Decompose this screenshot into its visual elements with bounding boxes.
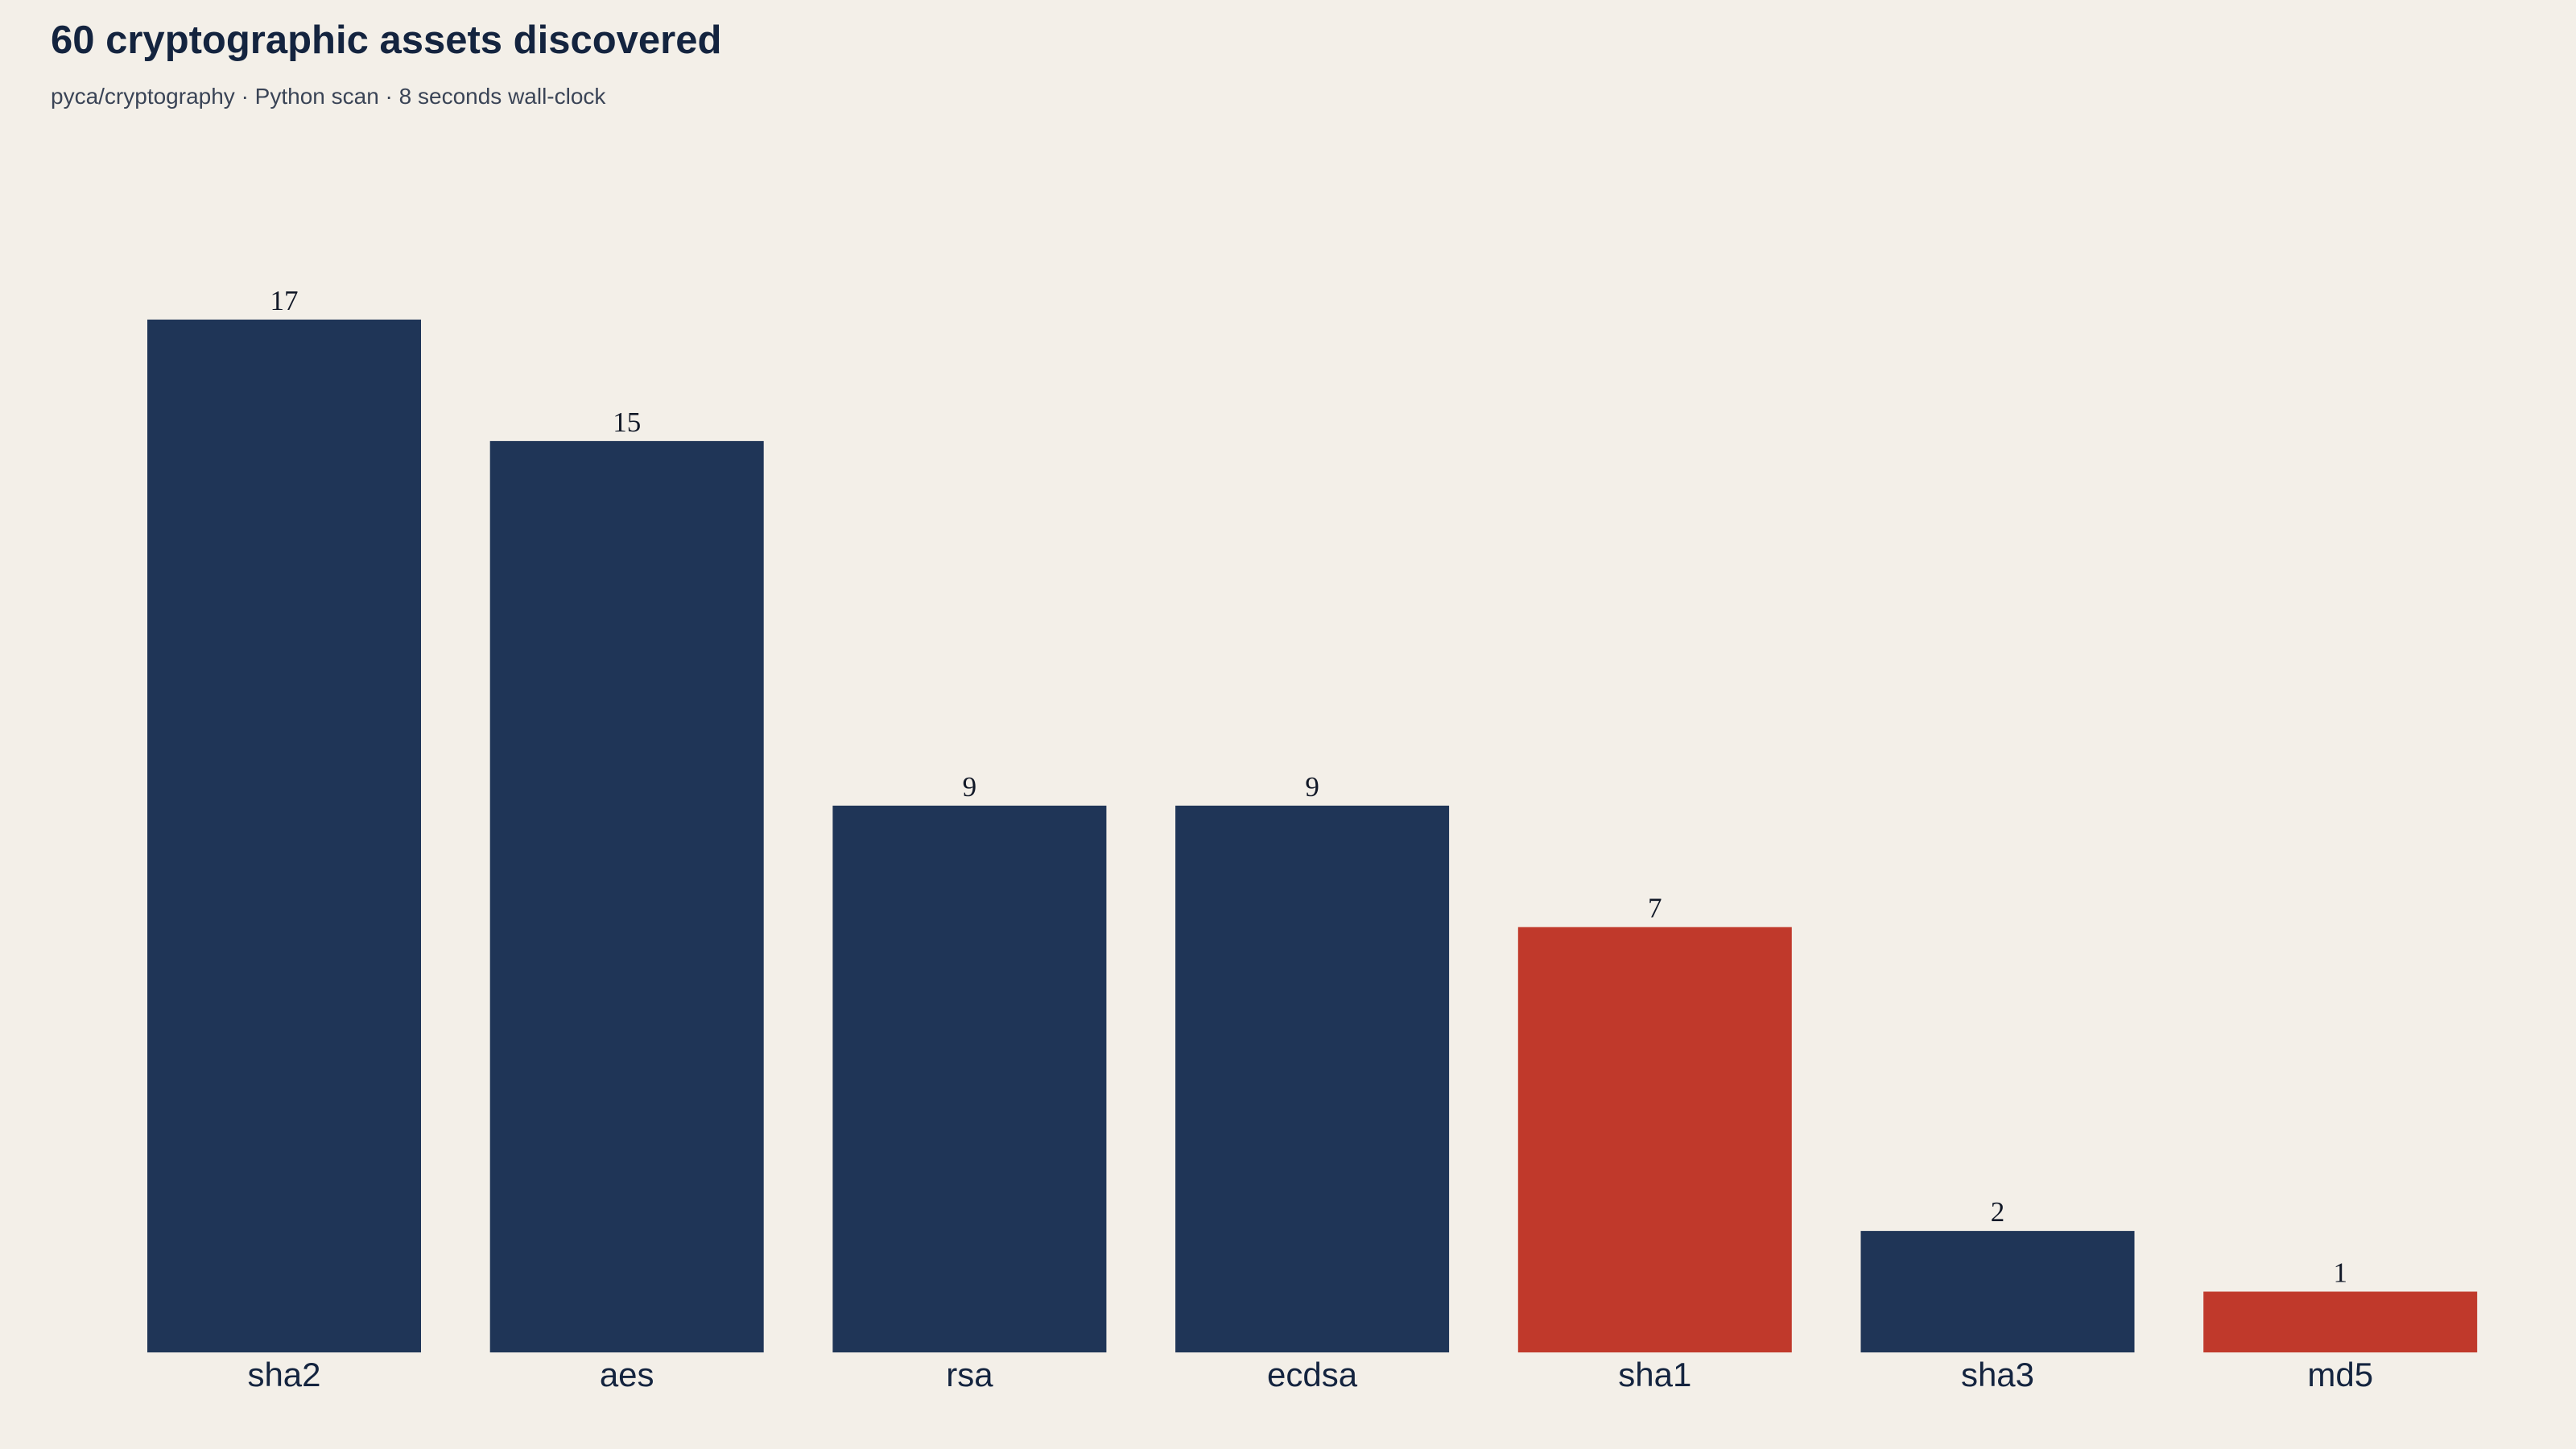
- bar-sha3: [1860, 1231, 2135, 1352]
- bar-ecdsa: [1175, 805, 1450, 1352]
- x-tick-label-ecdsa: ecdsa: [1267, 1356, 1358, 1393]
- bar-sha1: [1517, 927, 1792, 1352]
- bar-rsa: [832, 805, 1107, 1352]
- x-tick-label-sha1: sha1: [1618, 1356, 1691, 1393]
- x-tick-label-sha2: sha2: [247, 1356, 320, 1393]
- value-label-sha1: 7: [1648, 893, 1662, 924]
- value-label-rsa: 9: [963, 771, 977, 803]
- x-tick-label-rsa: rsa: [946, 1356, 993, 1393]
- value-label-md5: 1: [2333, 1257, 2347, 1289]
- x-tick-label-aes: aes: [600, 1356, 654, 1393]
- x-tick-label-sha3: sha3: [1961, 1356, 2034, 1393]
- value-label-sha3: 2: [1991, 1196, 2005, 1228]
- bar-md5: [2203, 1291, 2478, 1352]
- x-tick-label-md5: md5: [2307, 1356, 2373, 1393]
- value-label-ecdsa: 9: [1305, 771, 1319, 803]
- bar-aes: [489, 440, 764, 1352]
- value-label-aes: 15: [613, 407, 641, 438]
- bar-sha2: [147, 320, 421, 1352]
- value-label-sha2: 17: [270, 285, 299, 316]
- chart-title: 60 cryptographic assets discovered: [51, 19, 722, 62]
- chart-subtitle: pyca/cryptography · Python scan · 8 seco…: [51, 84, 606, 109]
